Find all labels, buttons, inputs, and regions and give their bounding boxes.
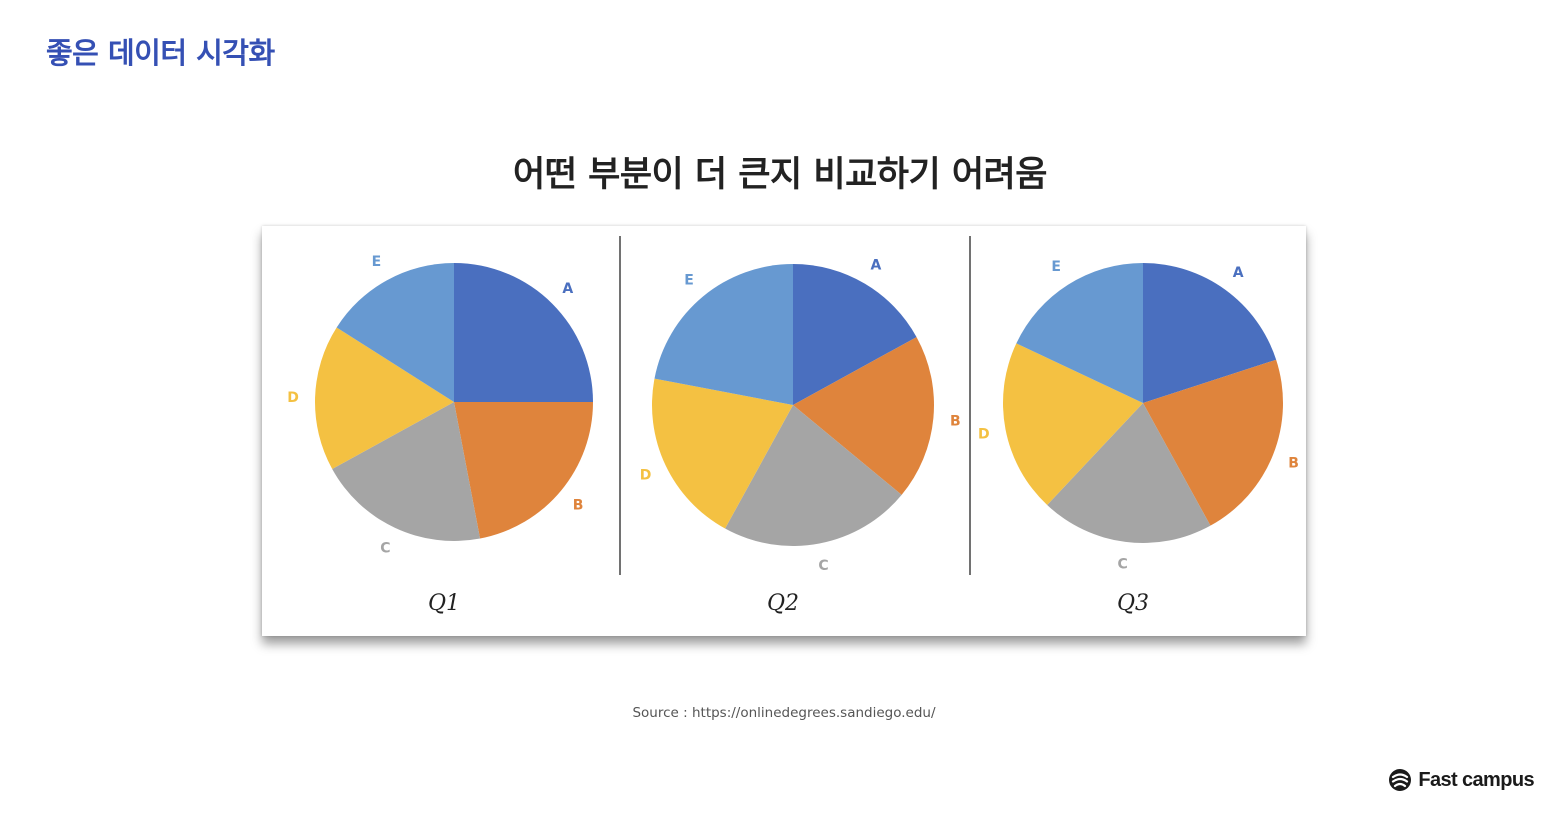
pie-slice-q2-d [652, 378, 793, 529]
slice-label-q3-b: B [1288, 456, 1299, 472]
chart-title-q3: Q3 [1117, 591, 1149, 616]
slice-label-q1-a: A [562, 281, 573, 297]
slice-label-q3-d: D [978, 426, 990, 442]
pie-slice-q3-b [1143, 359, 1283, 526]
slice-label-q1-c: C [380, 541, 390, 557]
slide-headline: 어떤 부분이 더 큰지 비교하기 어려움 [513, 155, 1047, 195]
slice-label-q2-a: A [871, 258, 882, 274]
brand-logo: Fast campus [1388, 768, 1535, 792]
pie-slice-q1-d [315, 327, 454, 469]
pie-slice-q3-c [1047, 403, 1211, 543]
slice-label-q3-e: E [1051, 259, 1061, 275]
pie-slice-q1-c [332, 402, 481, 541]
fastcampus-logo-icon [1389, 769, 1412, 791]
pie-slice-q1-e [336, 263, 454, 402]
slice-label-q2-c: C [818, 558, 828, 574]
slice-label-q3-c: C [1118, 557, 1128, 573]
pie-charts-panel: A B C D E Q1 A B C D E Q2 A B C D E Q3 [262, 226, 1306, 636]
slice-label-q1-e: E [372, 254, 382, 270]
slice-label-q1-d: D [287, 390, 299, 406]
pie-slice-q2-e [654, 264, 793, 405]
brand-name: Fast campus [1418, 768, 1534, 791]
slice-label-q2-e: E [684, 272, 694, 288]
pie-slice-q3-a [1143, 263, 1277, 403]
pie-slice-q2-b [793, 337, 934, 495]
pie-slice-q2-c [725, 405, 902, 546]
pie-slice-q2-a [793, 264, 917, 405]
pie-slice-q1-a [454, 263, 593, 402]
slice-label-q3-a: A [1233, 265, 1244, 281]
slice-label-q1-b: B [573, 498, 584, 514]
page-header-title: 좋은 데이터 시각화 [46, 36, 275, 70]
slice-label-q2-b: B [950, 413, 961, 429]
pie-slice-q1-b [454, 402, 593, 539]
pie-slice-q3-d [1003, 343, 1143, 506]
chart-title-q2: Q2 [767, 591, 799, 616]
slice-label-q2-d: D [640, 467, 652, 483]
chart-title-q1: Q1 [428, 591, 460, 616]
pie-charts-svg: A B C D E Q1 A B C D E Q2 A B C D E Q3 [287, 236, 1299, 616]
pie-slice-q3-e [1016, 263, 1143, 403]
source-citation: Source : https://onlinedegrees.sandiego.… [632, 705, 936, 721]
